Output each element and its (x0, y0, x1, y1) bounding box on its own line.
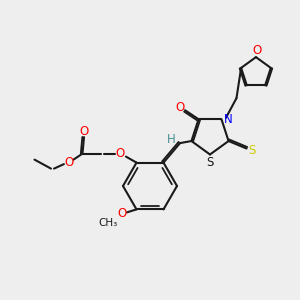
Text: N: N (224, 113, 233, 126)
Text: H: H (167, 133, 176, 146)
Text: O: O (116, 147, 124, 160)
Text: O: O (253, 44, 262, 57)
Text: S: S (248, 143, 256, 157)
Text: O: O (175, 101, 184, 114)
Text: O: O (64, 156, 74, 169)
Text: CH₃: CH₃ (98, 218, 118, 228)
Text: O: O (117, 207, 126, 220)
Text: O: O (80, 124, 88, 138)
Text: S: S (206, 155, 214, 169)
